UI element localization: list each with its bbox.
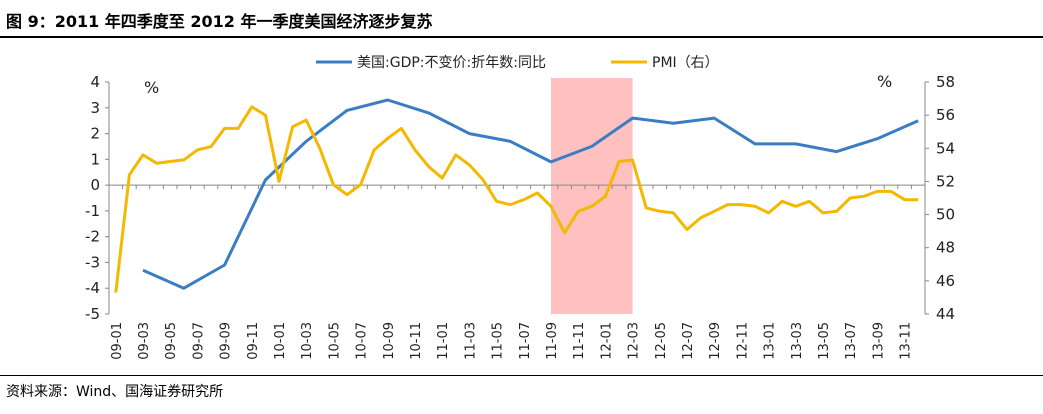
x-tick-label: 13-03: [790, 322, 805, 360]
x-tick-label: 11-03: [463, 322, 478, 360]
x-tick-label: 11-05: [491, 322, 506, 360]
x-tick-label: 12-01: [599, 322, 614, 360]
legend: 美国:GDP:不变价:折年数:同比 PMI（右）: [316, 55, 719, 71]
x-tick-label: 09-05: [164, 322, 179, 360]
right-tick-label: 50: [936, 206, 955, 224]
x-tick-label: 12-07: [681, 322, 696, 360]
left-tick-label: -5: [85, 305, 100, 323]
left-tick-label: 1: [90, 150, 100, 168]
x-tick-label: 13-07: [844, 322, 859, 360]
x-tick-label: 11-07: [518, 322, 533, 360]
x-tick-label: 12-05: [654, 322, 669, 360]
pmi-series-line: [114, 105, 919, 293]
x-tick-label: 10-09: [382, 322, 397, 360]
x-tick-label: 10-01: [273, 322, 288, 360]
x-tick-label: 09-01: [110, 322, 125, 360]
left-unit-label: %: [144, 78, 159, 97]
left-tick-label: 3: [90, 99, 100, 117]
x-tick-label: 12-11: [735, 322, 750, 360]
right-tick-label: 48: [936, 239, 955, 257]
legend-label-pmi: PMI（右）: [652, 55, 719, 71]
gdp-series-line: [142, 98, 919, 290]
figure-title: 图 9：2011 年四季度至 2012 年一季度美国经济逐步复苏: [6, 12, 433, 31]
x-tick-label: 13-01: [763, 322, 778, 360]
shaded-period: [551, 78, 633, 314]
x-tick-label: 12-09: [708, 322, 723, 360]
left-tick-label: -4: [85, 279, 100, 297]
x-tick-label: 13-09: [871, 322, 886, 360]
x-tick-label: 09-11: [246, 322, 261, 360]
left-tick-label: -3: [85, 253, 100, 271]
x-tick-label: 10-05: [327, 322, 342, 360]
right-tick-label: 54: [936, 139, 955, 157]
x-tick-label: 09-03: [137, 322, 152, 360]
series-layer: [114, 98, 919, 293]
left-tick-label: -1: [85, 202, 100, 220]
x-tick-label: 10-07: [355, 322, 370, 360]
title-rule: [0, 36, 1043, 38]
x-tick-label: 13-05: [817, 322, 832, 360]
x-tick-label: 11-11: [572, 322, 587, 360]
left-tick-label: -2: [85, 228, 100, 246]
shaded-period-layer: [551, 78, 633, 314]
left-tick-label: 4: [90, 73, 100, 91]
right-tick-label: 58: [936, 73, 955, 91]
left-tick-label: 2: [90, 125, 100, 143]
x-tick-label: 09-09: [219, 322, 234, 360]
source-rule: [0, 375, 1043, 376]
right-tick-label: 46: [936, 272, 955, 290]
x-tick-label: 11-01: [436, 322, 451, 360]
right-tick-label: 44: [936, 305, 955, 323]
left-tick-label: 0: [90, 176, 100, 194]
x-tick-label: 10-11: [409, 322, 424, 360]
x-tick-label: 09-07: [191, 322, 206, 360]
right-tick-label: 56: [936, 106, 955, 124]
right-unit-label: %: [877, 72, 892, 91]
legend-label-gdp: 美国:GDP:不变价:折年数:同比: [357, 55, 546, 71]
x-tick-label: 10-03: [300, 322, 315, 360]
right-tick-label: 52: [936, 172, 955, 190]
source-note: 资料来源：Wind、国海证券研究所: [6, 384, 224, 400]
x-tick-label: 13-11: [899, 322, 914, 360]
x-tick-label: 12-03: [627, 322, 642, 360]
x-tick-label: 11-09: [545, 322, 560, 360]
